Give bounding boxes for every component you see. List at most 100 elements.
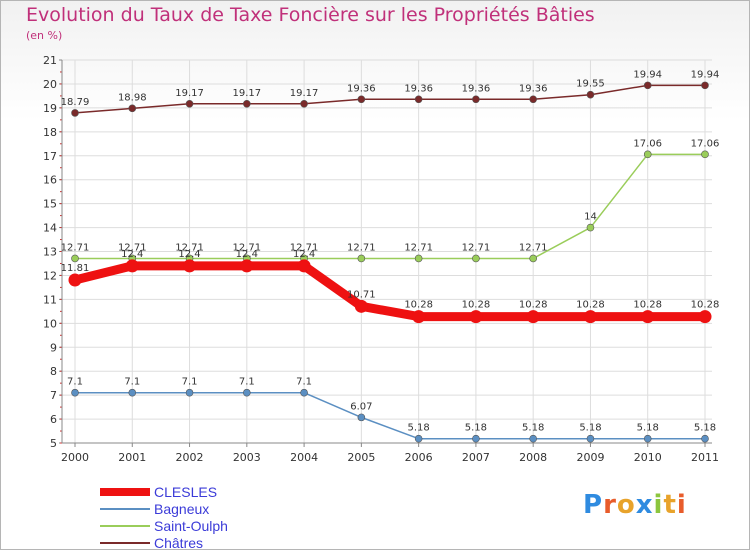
legend-label: Saint-Oulph — [154, 517, 228, 534]
y-tick-label: 18 — [43, 126, 57, 139]
data-point-bagneux — [701, 434, 709, 443]
legend-label: Châtres — [154, 534, 204, 551]
data-label-clesles: 10.28 — [519, 300, 548, 311]
y-tick-label: 7 — [50, 389, 57, 402]
x-tick-label: 2002 — [176, 451, 204, 464]
x-tick-label: 2008 — [519, 451, 547, 464]
data-label-bagneux: 5.18 — [694, 423, 716, 434]
data-point-ch-tres — [185, 100, 194, 108]
data-label-bagneux: 5.18 — [408, 423, 430, 434]
data-label-clesles: 10.71 — [347, 289, 376, 300]
data-point-saint-oulph — [586, 223, 595, 232]
data-label-ch-tres: 19.36 — [404, 83, 433, 94]
logo-letter: x — [635, 490, 654, 520]
x-tick-label: 2006 — [405, 451, 433, 464]
legend-label: Bagneux — [154, 500, 210, 517]
data-label-clesles: 12.4 — [178, 249, 200, 260]
data-point-bagneux — [185, 388, 194, 397]
x-tick-label: 2005 — [347, 451, 375, 464]
data-point-saint-oulph — [414, 254, 423, 263]
data-point-bagneux — [529, 434, 537, 443]
legend-item: Bagneux — [100, 500, 228, 517]
data-point-ch-tres — [643, 81, 652, 90]
data-point-bagneux — [414, 434, 423, 443]
data-label-saint-oulph: 12.71 — [347, 242, 376, 253]
data-point-bagneux — [643, 434, 652, 443]
data-point-saint-oulph — [357, 254, 366, 263]
y-tick-label: 17 — [43, 150, 57, 163]
y-tick-label: 21 — [43, 54, 57, 67]
data-label-bagneux: 5.18 — [637, 423, 659, 434]
data-label-saint-oulph: 12.71 — [290, 242, 319, 253]
data-label-saint-oulph: 12.71 — [61, 242, 90, 253]
data-label-clesles: 10.28 — [576, 300, 605, 311]
data-label-saint-oulph: 12.71 — [462, 242, 491, 253]
logo-letter: i — [676, 490, 687, 520]
series-line-ch-tres — [74, 84, 706, 114]
data-point-ch-tres — [300, 100, 308, 108]
legend-item: Saint-Oulph — [100, 517, 228, 534]
chart-subtitle: (en %) — [26, 29, 63, 42]
y-tick-label: 20 — [43, 78, 57, 91]
legend-item: Châtres — [100, 534, 228, 551]
y-tick-label: 16 — [43, 174, 57, 187]
data-label-clesles: 12.4 — [236, 249, 258, 260]
logo-letter: o — [616, 490, 636, 520]
data-point-clesles — [297, 259, 311, 273]
data-label-bagneux: 5.18 — [579, 423, 601, 434]
data-point-ch-tres — [529, 95, 537, 104]
data-label-ch-tres: 19.36 — [462, 83, 491, 94]
data-point-bagneux — [128, 388, 137, 397]
data-point-ch-tres — [71, 109, 79, 117]
data-label-clesles: 10.28 — [633, 300, 662, 311]
data-point-bagneux — [243, 388, 251, 397]
data-label-ch-tres: 19.36 — [519, 83, 548, 94]
data-point-ch-tres — [586, 90, 595, 99]
y-tick-label: 11 — [43, 293, 57, 306]
x-tick-label: 2007 — [462, 451, 490, 464]
y-tick-label: 9 — [50, 341, 57, 354]
data-point-ch-tres — [414, 95, 423, 104]
data-point-clesles — [698, 310, 712, 324]
data-point-ch-tres — [472, 95, 480, 104]
data-point-ch-tres — [243, 100, 251, 108]
data-label-ch-tres: 19.36 — [347, 83, 376, 94]
data-label-ch-tres: 19.17 — [175, 88, 204, 99]
data-label-saint-oulph: 12.71 — [232, 242, 261, 253]
data-point-bagneux — [300, 388, 308, 397]
data-point-clesles — [240, 259, 254, 273]
data-label-ch-tres: 19.17 — [232, 88, 261, 99]
legend-swatch — [100, 507, 150, 510]
data-point-clesles — [583, 310, 597, 324]
data-label-clesles: 11.81 — [61, 263, 90, 274]
x-tick-label: 2000 — [61, 451, 89, 464]
y-tick-label: 10 — [43, 317, 57, 330]
data-label-bagneux: 7.1 — [182, 377, 198, 388]
data-label-bagneux: 7.1 — [296, 377, 312, 388]
data-point-clesles — [412, 310, 426, 324]
data-label-bagneux: 5.18 — [522, 423, 544, 434]
y-tick-label: 14 — [43, 222, 57, 235]
x-tick-label: 2011 — [691, 451, 719, 464]
data-point-clesles — [183, 259, 197, 273]
x-tick-label: 2010 — [634, 451, 662, 464]
data-point-bagneux — [472, 434, 480, 443]
x-tick-label: 2003 — [233, 451, 261, 464]
y-tick-label: 19 — [43, 102, 57, 115]
data-label-bagneux: 6.07 — [350, 401, 372, 412]
data-point-ch-tres — [357, 95, 366, 104]
proxiti-logo: Proxiti — [583, 490, 687, 520]
data-label-saint-oulph: 12.71 — [118, 242, 147, 253]
data-label-ch-tres: 19.55 — [576, 79, 605, 90]
data-label-bagneux: 7.1 — [67, 377, 83, 388]
logo-letter: t — [663, 490, 677, 520]
data-label-saint-oulph: 12.71 — [175, 242, 204, 253]
data-point-clesles — [526, 310, 540, 324]
data-label-saint-oulph: 14 — [584, 212, 597, 223]
legend-item: CLESLES — [100, 483, 228, 500]
y-tick-label: 13 — [43, 246, 57, 259]
data-point-ch-tres — [701, 81, 709, 90]
data-label-bagneux: 7.1 — [239, 377, 255, 388]
data-point-bagneux — [586, 434, 595, 443]
